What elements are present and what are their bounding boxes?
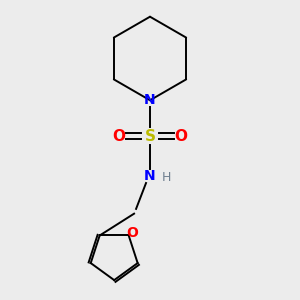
- Text: N: N: [144, 93, 156, 107]
- Text: O: O: [127, 226, 139, 241]
- Text: O: O: [112, 129, 125, 144]
- Text: H: H: [162, 171, 171, 184]
- Text: S: S: [145, 129, 155, 144]
- Text: O: O: [175, 129, 188, 144]
- Text: N: N: [144, 169, 156, 183]
